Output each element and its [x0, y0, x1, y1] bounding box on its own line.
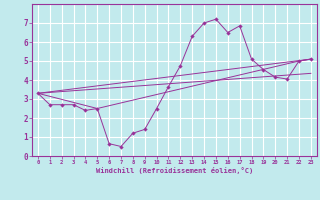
X-axis label: Windchill (Refroidissement éolien,°C): Windchill (Refroidissement éolien,°C)	[96, 167, 253, 174]
